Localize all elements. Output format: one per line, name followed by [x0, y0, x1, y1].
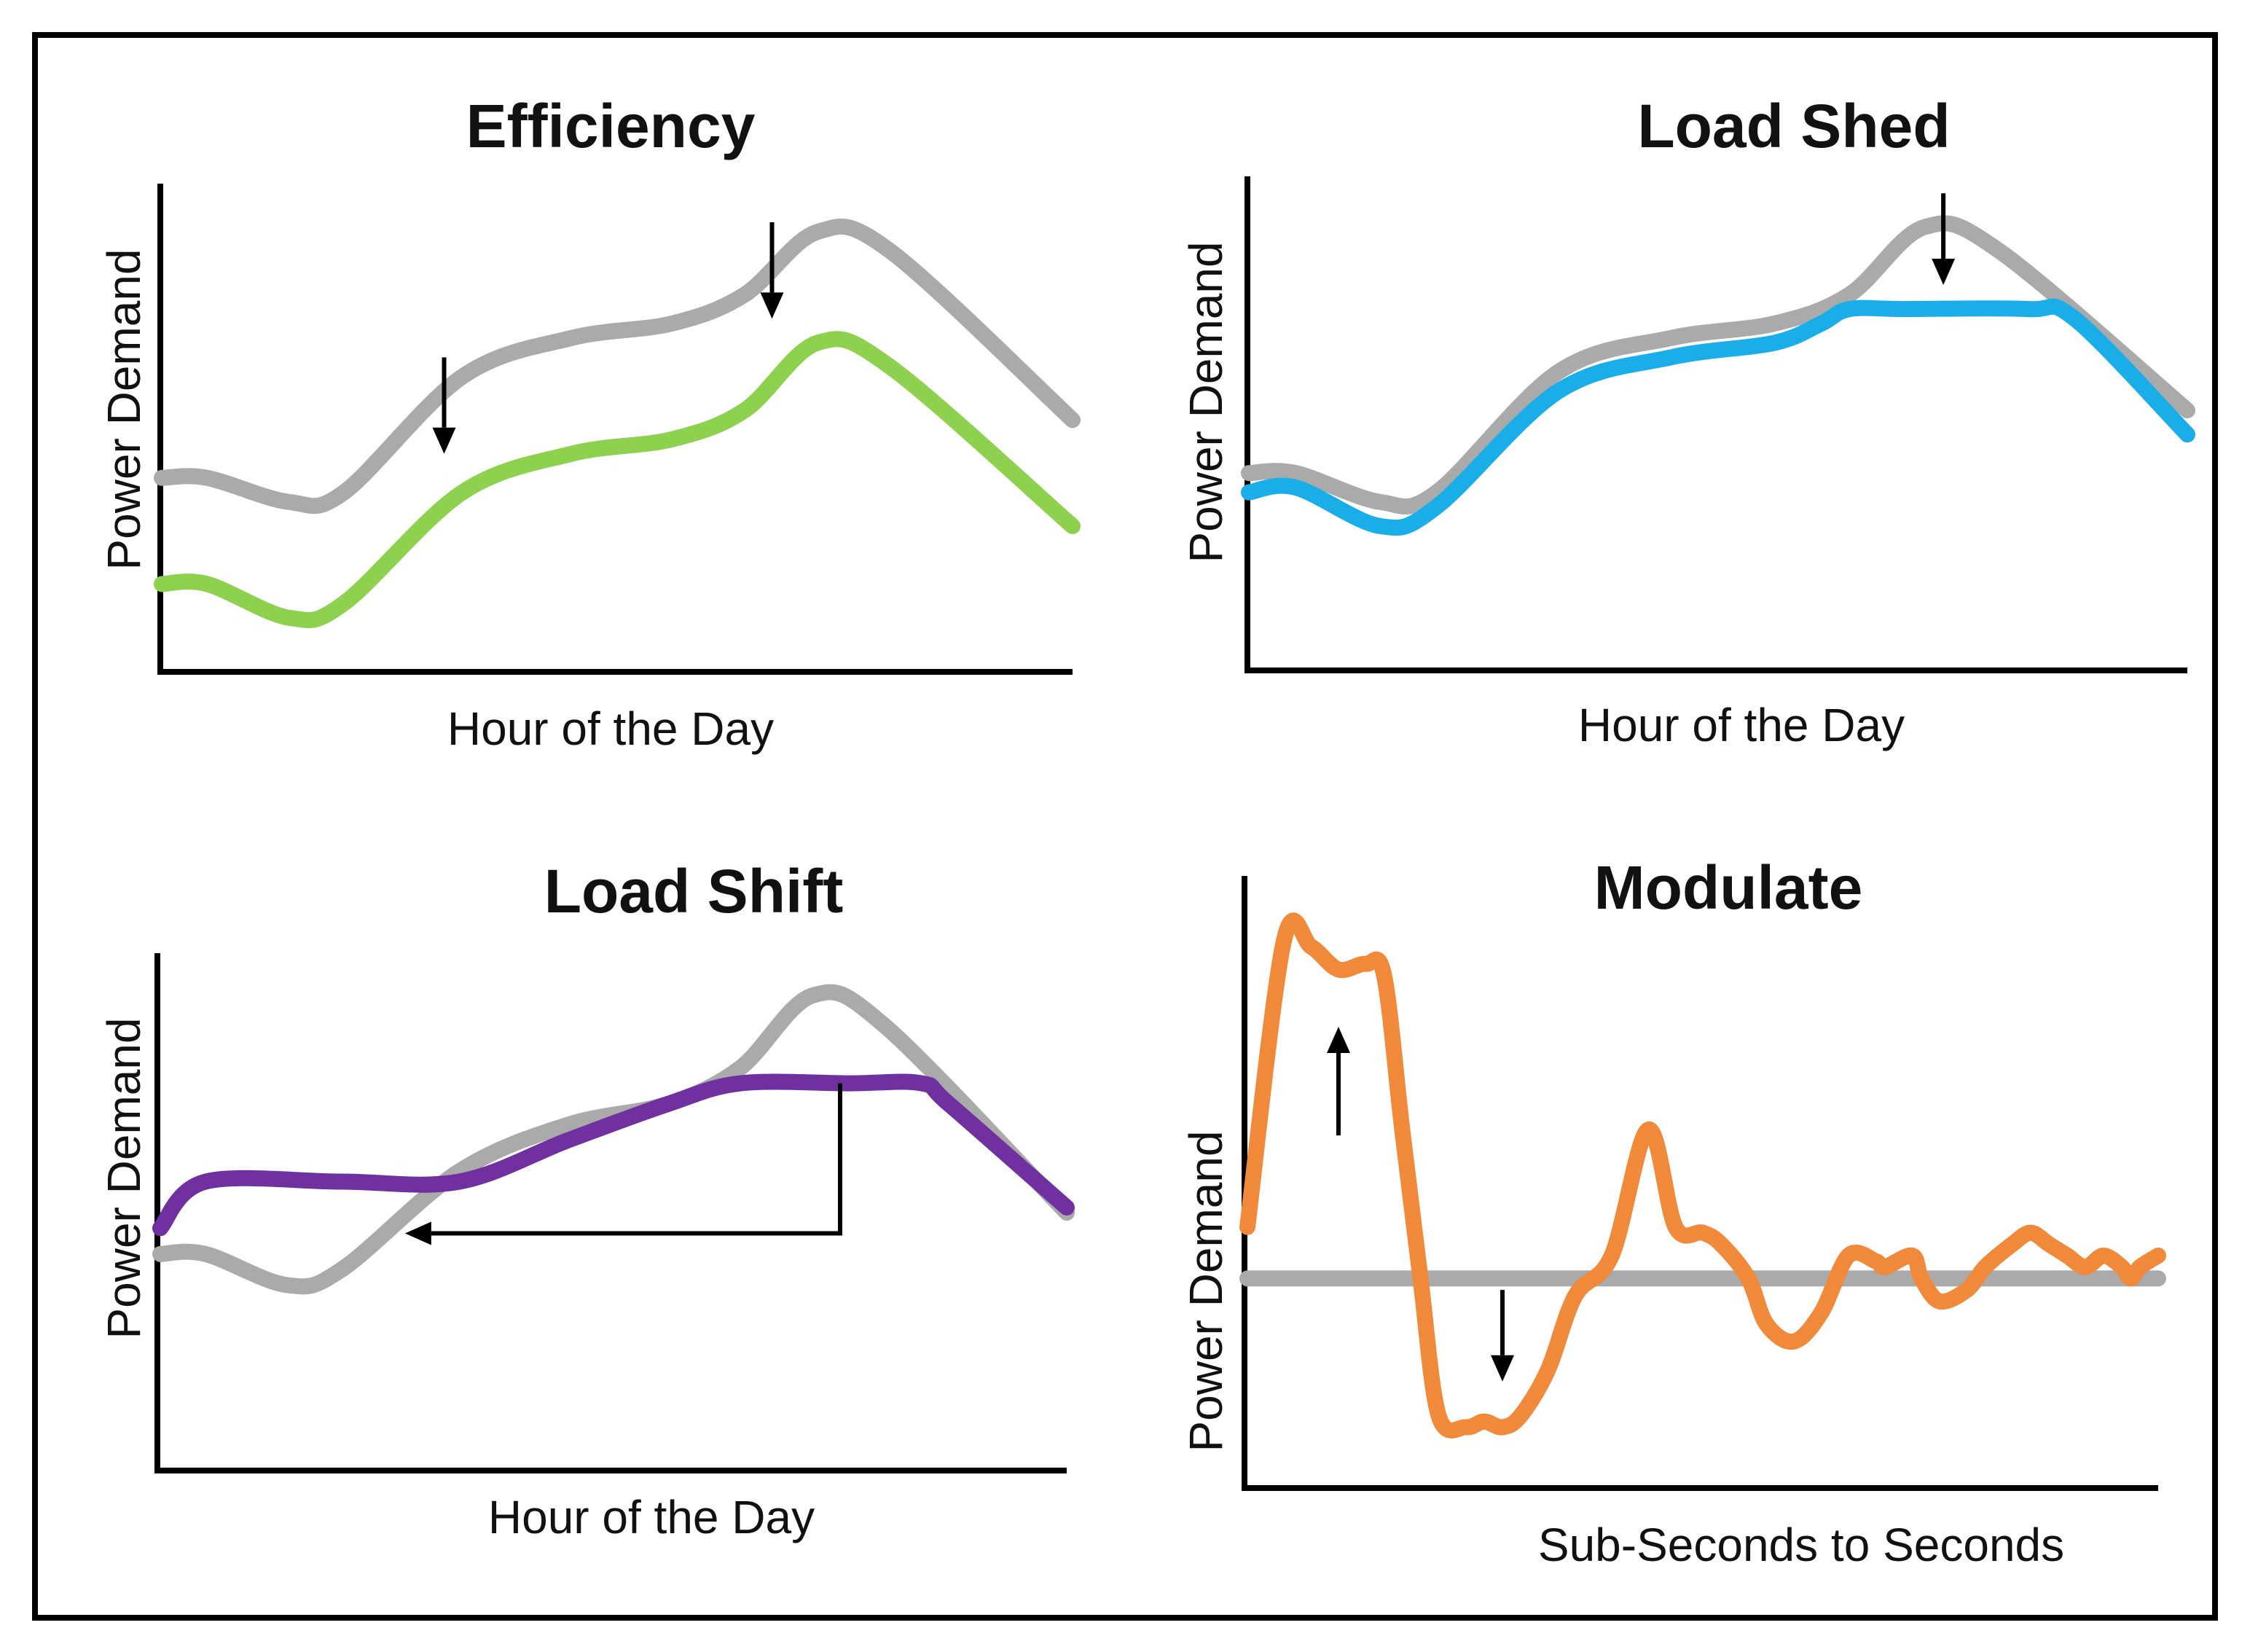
modulate-annotations [1327, 1027, 1514, 1382]
load-shed-baseline-line [1241, 215, 2195, 515]
efficiency-efficiency-line [154, 331, 1081, 628]
modulate-y-axis-label: Power Demand [1180, 1130, 1232, 1452]
efficiency-annotation-1-arrow-head [760, 292, 784, 319]
load-shed-panel: Load Shed Hour of the Day Power Demand [1180, 92, 2195, 751]
load-shift-load-shift-line [152, 1073, 1075, 1237]
load-shift-y-axis-label: Power Demand [98, 1017, 150, 1339]
modulate-annotation-1-arrow-head [1491, 1355, 1514, 1382]
efficiency-x-axis-label: Hour of the Day [447, 702, 774, 755]
load-shed-axes [1244, 176, 2187, 673]
load-shift-title: Load Shift [544, 857, 844, 925]
efficiency-annotations [432, 222, 784, 454]
figure-canvas: Efficiency Hour of the Day Power Demand … [98, 92, 2195, 1571]
modulate-panel: Modulate Sub-Seconds to Seconds Power De… [1180, 853, 2166, 1571]
load-shift-axes [154, 953, 1067, 1473]
efficiency-y-axis-label: Power Demand [98, 248, 150, 570]
load-shed-x-axis-label: Hour of the Day [1578, 699, 1905, 751]
load-shift-baseline-line [152, 984, 1075, 1295]
modulate-axes [1242, 876, 2158, 1491]
efficiency-panel: Efficiency Hour of the Day Power Demand [98, 92, 1081, 755]
efficiency-baseline-line [154, 218, 1081, 514]
efficiency-title: Efficiency [466, 92, 756, 160]
load-shed-annotation-0-arrow-head [1932, 259, 1956, 286]
modulate-x-axis-label: Sub-Seconds to Seconds [1538, 1519, 2064, 1571]
load-shed-series [1241, 215, 2195, 536]
load-shift-x-axis-label: Hour of the Day [488, 1491, 815, 1543]
load-shift-series [152, 984, 1075, 1295]
load-shift-annotation-1-arrow-head [404, 1221, 431, 1245]
figure-frame: Efficiency Hour of the Day Power Demand … [32, 32, 2218, 1621]
load-shed-y-axis-label: Power Demand [1180, 241, 1232, 563]
load-shift-panel: Load Shift Hour of the Day Power Demand [98, 857, 1075, 1543]
load-shift-annotations [404, 1083, 842, 1245]
modulate-modulation-line [1239, 912, 2166, 1438]
modulate-annotation-0-arrow-head [1327, 1027, 1350, 1053]
load-shed-load-shed-line [1241, 298, 2195, 536]
load-shed-annotations [1932, 193, 1956, 286]
efficiency-series [154, 218, 1081, 628]
modulate-title: Modulate [1594, 853, 1863, 922]
efficiency-axes [157, 184, 1073, 675]
efficiency-annotation-0-arrow-head [432, 427, 456, 454]
load-shed-title: Load Shed [1637, 92, 1950, 160]
modulate-series [1239, 912, 2166, 1438]
